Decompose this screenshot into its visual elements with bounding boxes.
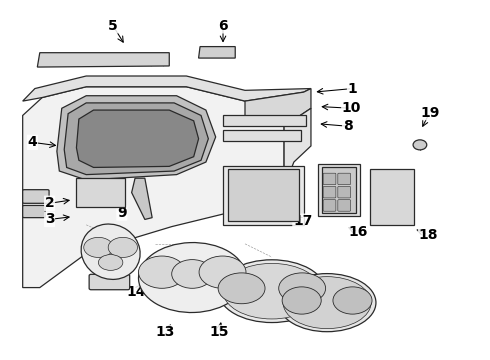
Text: 2: 2: [45, 196, 54, 210]
Ellipse shape: [218, 260, 326, 323]
Text: 17: 17: [293, 214, 312, 228]
Text: 6: 6: [218, 19, 228, 33]
FancyBboxPatch shape: [338, 200, 350, 211]
FancyBboxPatch shape: [323, 186, 336, 198]
FancyBboxPatch shape: [323, 173, 336, 185]
Text: 18: 18: [418, 228, 438, 242]
Polygon shape: [245, 89, 311, 126]
Ellipse shape: [108, 237, 138, 257]
Text: 9: 9: [117, 206, 127, 220]
Text: 14: 14: [126, 285, 146, 299]
FancyBboxPatch shape: [23, 190, 49, 203]
Polygon shape: [228, 169, 299, 221]
Polygon shape: [64, 103, 208, 175]
Polygon shape: [76, 178, 125, 207]
FancyBboxPatch shape: [323, 200, 336, 211]
Ellipse shape: [172, 260, 213, 288]
Ellipse shape: [139, 256, 185, 288]
FancyBboxPatch shape: [338, 186, 350, 198]
Ellipse shape: [98, 255, 123, 270]
Text: 5: 5: [108, 19, 118, 33]
Polygon shape: [322, 167, 356, 213]
Text: 19: 19: [420, 105, 440, 120]
Polygon shape: [223, 166, 304, 225]
Text: 12: 12: [326, 316, 345, 330]
Ellipse shape: [223, 264, 321, 319]
Ellipse shape: [218, 273, 265, 304]
Text: 8: 8: [343, 119, 352, 133]
Ellipse shape: [278, 274, 376, 332]
Polygon shape: [284, 108, 311, 187]
Polygon shape: [223, 130, 301, 140]
Ellipse shape: [283, 276, 371, 329]
Text: 3: 3: [45, 212, 54, 226]
Text: 4: 4: [27, 135, 37, 149]
Polygon shape: [318, 164, 360, 216]
Ellipse shape: [84, 237, 113, 257]
Text: 1: 1: [347, 82, 357, 95]
Ellipse shape: [139, 243, 246, 312]
Polygon shape: [23, 87, 284, 288]
Polygon shape: [132, 178, 152, 220]
Text: 13: 13: [156, 325, 175, 339]
Ellipse shape: [199, 256, 246, 288]
Ellipse shape: [279, 273, 326, 304]
Text: 10: 10: [342, 101, 361, 115]
Text: 16: 16: [349, 225, 368, 239]
Text: 11: 11: [105, 229, 124, 243]
FancyBboxPatch shape: [89, 274, 130, 290]
Text: 15: 15: [209, 325, 229, 339]
FancyBboxPatch shape: [338, 173, 350, 185]
Polygon shape: [57, 96, 216, 180]
Polygon shape: [23, 76, 311, 101]
Ellipse shape: [282, 287, 321, 314]
Ellipse shape: [333, 287, 372, 314]
Polygon shape: [369, 169, 414, 225]
FancyBboxPatch shape: [23, 206, 45, 218]
Ellipse shape: [81, 224, 140, 279]
Polygon shape: [37, 53, 169, 67]
Circle shape: [413, 140, 427, 150]
Polygon shape: [76, 110, 198, 167]
Polygon shape: [223, 116, 306, 126]
Polygon shape: [198, 46, 235, 58]
Text: 7: 7: [134, 157, 143, 171]
